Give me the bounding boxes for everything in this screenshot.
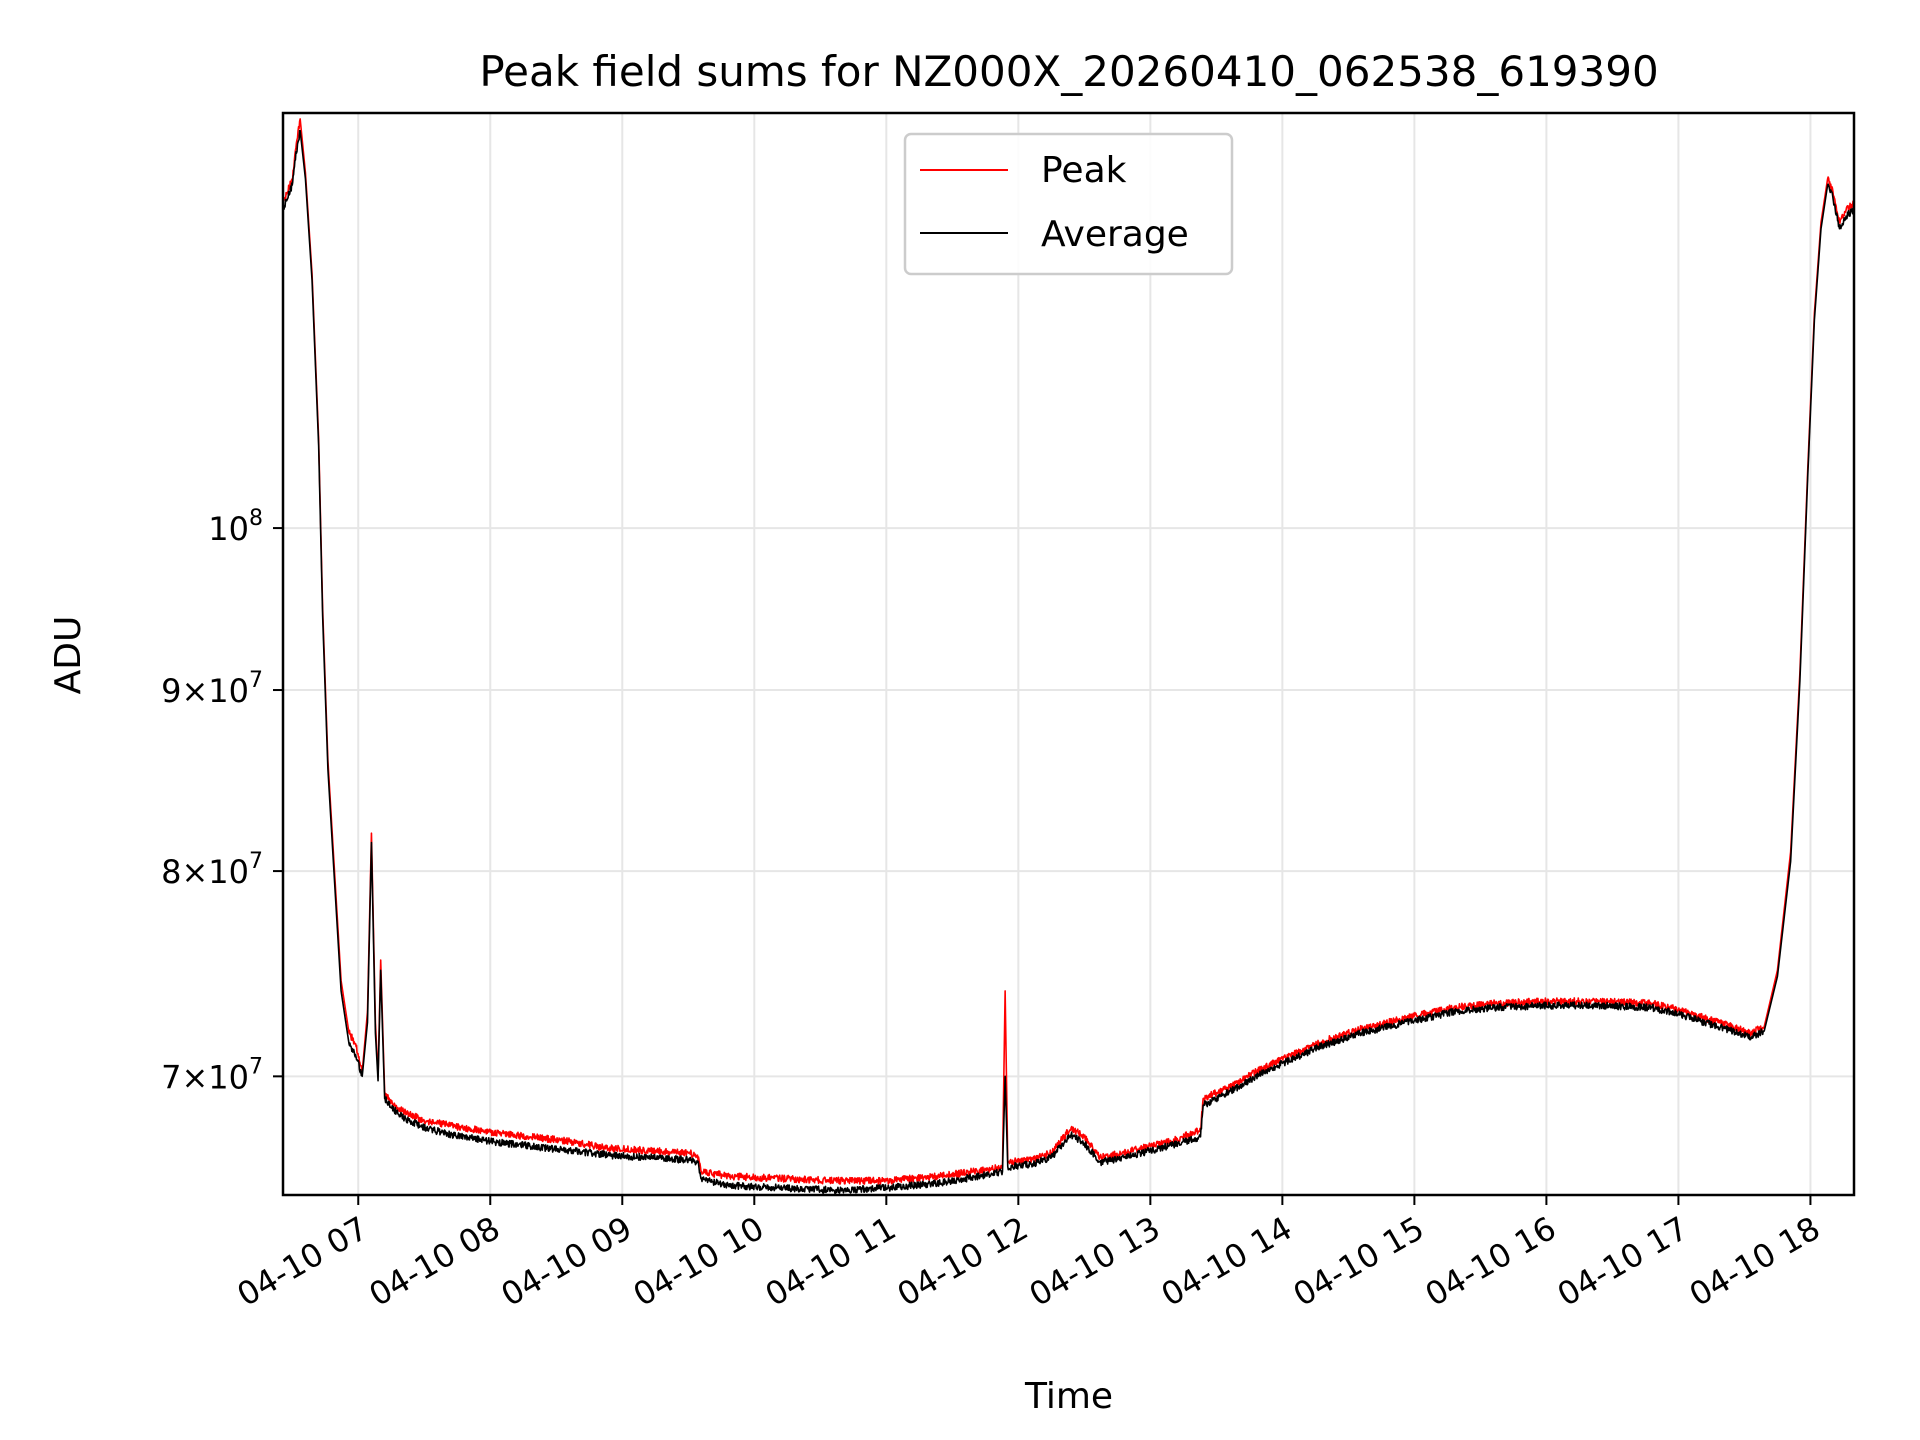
legend-label-average: Average — [1041, 214, 1189, 255]
y-tick-label: 108 — [208, 506, 263, 548]
legend: Peak Average — [903, 132, 1234, 276]
y-axis: 7×107 8×107 9×107 108 — [161, 506, 283, 1096]
chart-title: Peak field sums for NZ000X_20260410_0625… — [479, 47, 1658, 96]
y-axis-label: ADU — [48, 616, 89, 695]
y-tick-label: 9×107 — [161, 668, 263, 710]
series-lines — [282, 118, 1855, 1195]
plot-frame — [281, 111, 1856, 1197]
x-axis-label: Time — [1024, 1376, 1113, 1417]
series-line-peak — [282, 118, 1855, 1186]
y-tick-label: 7×107 — [161, 1054, 263, 1096]
legend-label-peak: Peak — [1041, 150, 1127, 191]
y-tick-label: 8×107 — [161, 849, 263, 891]
series-line-average — [282, 129, 1855, 1195]
